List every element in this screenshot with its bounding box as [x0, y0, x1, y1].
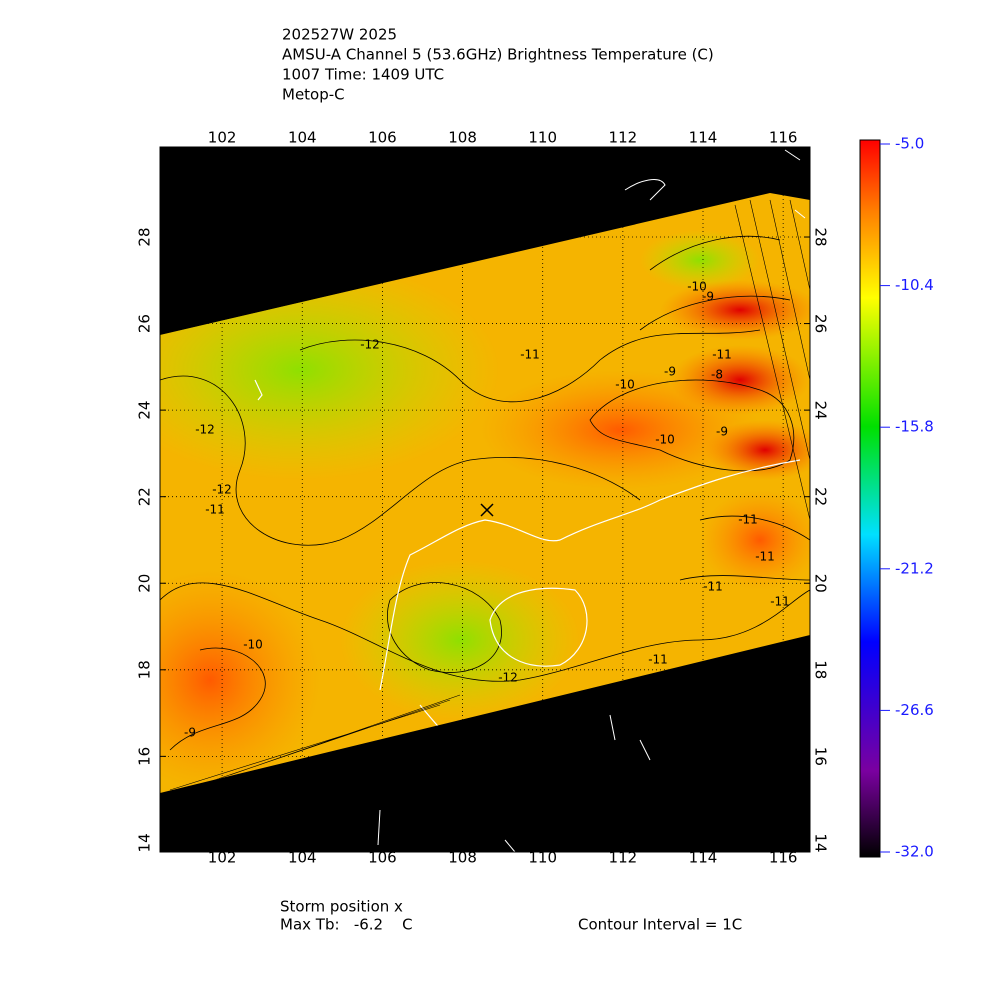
x-tick-label-top: 104 [288, 129, 317, 147]
colorbar-label: -26.6 [895, 701, 934, 719]
y-tick-label-left: 16 [136, 747, 154, 766]
contour-label: -11 [648, 653, 668, 667]
x-tick-label-top: 112 [609, 129, 638, 147]
y-tick-label-left: 26 [136, 314, 154, 333]
x-tick-label-top: 110 [528, 129, 557, 147]
contour-label: -11 [712, 348, 732, 362]
x-tick-label-top: 102 [208, 129, 237, 147]
contour-label: -10 [243, 638, 263, 652]
plot-frame [159, 146, 811, 853]
colorbar-label: -15.8 [895, 418, 934, 436]
x-tick-label-top: 114 [689, 129, 718, 147]
x-tick-label-bottom: 102 [208, 849, 237, 867]
y-tick-label-left: 22 [136, 487, 154, 506]
y-tick-label-right: 26 [812, 314, 830, 333]
contour-label: -11 [205, 503, 225, 517]
colorbar [859, 139, 881, 858]
contour-label: -12 [498, 671, 518, 685]
y-tick-label-right: 18 [812, 660, 830, 679]
y-tick-label-right: 16 [812, 747, 830, 766]
colorbar-label: -21.2 [895, 559, 934, 577]
contour-label: -11 [738, 513, 758, 527]
field-hot [705, 420, 810, 480]
footer-max: Max Tb: -6.2 C [280, 916, 413, 934]
x-tick-label-bottom: 104 [288, 849, 317, 867]
contour-label: -9 [716, 425, 728, 439]
contour-label: -12 [195, 423, 215, 437]
storm-position [480, 503, 494, 517]
colorbar-label: -10.4 [895, 276, 934, 294]
title-line: Metop-C [282, 86, 345, 104]
y-tick-label-left: 20 [136, 574, 154, 593]
field-hot [660, 280, 810, 340]
colorbar-label: -5.0 [895, 135, 924, 153]
y-tick-label-right: 24 [812, 401, 830, 420]
contour-label: -10 [655, 433, 675, 447]
y-tick-label-right: 22 [812, 487, 830, 506]
title-line: AMSU-A Channel 5 (53.6GHz) Brightness Te… [282, 46, 714, 64]
contour-label: -8 [711, 368, 723, 382]
x-tick-label-bottom: 108 [448, 849, 477, 867]
coastline-outside [377, 149, 806, 853]
y-tick-label-right: 20 [812, 574, 830, 593]
y-tick-label-left: 28 [136, 227, 154, 246]
x-tick-label-top: 116 [769, 129, 798, 147]
colorbar-label: -32.0 [895, 843, 934, 861]
footer-interval: Contour Interval = 1C [578, 916, 742, 934]
y-tick-label-left: 14 [136, 833, 154, 852]
footer-storm: Storm position x [280, 898, 403, 916]
edge-hatching [169, 199, 810, 791]
y-tick-label-left: 24 [136, 401, 154, 420]
contour-label: -9 [664, 365, 676, 379]
x-tick-label-bottom: 110 [528, 849, 557, 867]
x-tick-label-bottom: 112 [609, 849, 638, 867]
y-tick-label-right: 28 [812, 227, 830, 246]
y-tick-label-right: 14 [812, 833, 830, 852]
grid [160, 193, 810, 793]
contour-label: -9 [702, 290, 714, 304]
x-tick-label-top: 108 [448, 129, 477, 147]
field-cool [640, 230, 760, 290]
contour-label: -11 [755, 550, 775, 564]
contour-label: -12 [212, 483, 232, 497]
x-tick-label-bottom: 116 [769, 849, 798, 867]
contour-label: -11 [770, 595, 790, 609]
x-tick-label-bottom: 114 [689, 849, 718, 867]
field-warm [700, 490, 810, 590]
contour-label: -9 [184, 726, 196, 740]
contour-label: -10 [687, 280, 707, 294]
contour-label: -12 [360, 338, 380, 352]
x-tick-label-top: 106 [368, 129, 397, 147]
x-tick-label-bottom: 106 [368, 849, 397, 867]
title-line: 1007 Time: 1409 UTC [282, 66, 444, 84]
title-line: 202527W 2025 [282, 26, 397, 44]
y-tick-label-left: 18 [136, 660, 154, 679]
contour-label: -11 [703, 580, 723, 594]
field-warm [160, 570, 320, 790]
contour-label: -11 [520, 348, 540, 362]
contour-label: -10 [615, 378, 635, 392]
field-cool [340, 560, 580, 720]
